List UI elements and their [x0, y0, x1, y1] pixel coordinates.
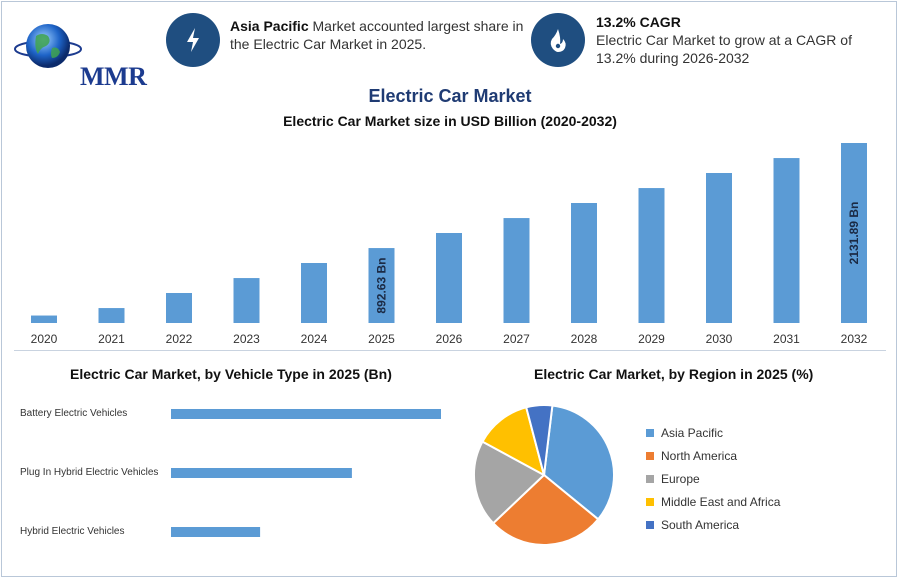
vehicle-type-chart-title: Electric Car Market, by Vehicle Type in … — [70, 366, 392, 382]
info-card-1-text: Asia Pacific Market accounted largest sh… — [230, 17, 530, 53]
vehicle-type-label: Battery Electric Vehicles — [20, 408, 128, 419]
bar-2021 — [98, 308, 125, 323]
logo-text: MMR — [80, 62, 147, 91]
vehicle-type-bar — [171, 468, 352, 478]
x-tick-label: 2032 — [841, 332, 868, 346]
x-tick-label: 2020 — [31, 332, 58, 346]
x-tick-label: 2031 — [773, 332, 800, 346]
flame-icon — [550, 29, 566, 52]
bar-2024 — [301, 263, 327, 323]
info-card-1-bold: Asia Pacific — [230, 18, 309, 34]
legend-label: South America — [661, 517, 740, 532]
data-label: 2131.89 Bn — [847, 202, 861, 265]
legend-label: North America — [661, 448, 738, 463]
region-pie-chart — [473, 404, 615, 546]
legend-label: Europe — [661, 471, 700, 486]
x-tick-label: 2028 — [571, 332, 598, 346]
bar-2029 — [638, 188, 665, 323]
bar-2028 — [571, 203, 597, 323]
bar-2027 — [503, 218, 530, 323]
info-card-2-bold: 13.2% CAGR — [596, 14, 681, 30]
legend-item: Middle East and Africa — [646, 490, 780, 513]
bar-2022 — [166, 293, 192, 323]
page-title: Electric Car Market — [368, 86, 532, 106]
data-label: 892.63 Bn — [375, 258, 389, 314]
x-tick-label: 2025 — [368, 332, 395, 346]
legend-item: South America — [646, 513, 780, 536]
x-tick-label: 2030 — [706, 332, 733, 346]
x-tick-label: 2026 — [436, 332, 463, 346]
vehicle-type-label: Hybrid Electric Vehicles — [20, 526, 125, 537]
legend-swatch — [646, 474, 654, 483]
vehicle-type-bar — [171, 409, 441, 419]
legend-item: Europe — [646, 467, 780, 490]
pie-slice — [473, 440, 546, 525]
legend-label: Middle East and Africa — [661, 494, 781, 509]
legend-item: North America — [646, 444, 780, 467]
region-legend: Asia Pacific North America Europe Middle Ea… — [646, 421, 780, 536]
lightning-icon — [187, 28, 199, 52]
legend-swatch — [646, 428, 654, 437]
vehicle-type-bar-chart — [171, 409, 441, 537]
info-card-2-circle — [531, 13, 585, 67]
x-tick-label: 2022 — [166, 332, 193, 346]
x-tick-label: 2021 — [98, 332, 125, 346]
bar-2032 — [841, 143, 867, 323]
x-tick-label: 2029 — [638, 332, 665, 346]
main-chart-title: Electric Car Market size in USD Billion … — [283, 113, 617, 129]
bar-2031 — [773, 158, 800, 323]
bar-2025 — [368, 248, 395, 323]
globe-icon — [14, 24, 82, 68]
pie-slice — [481, 406, 546, 477]
pie-slice — [524, 404, 554, 476]
legend-swatch — [646, 497, 654, 506]
info-card-2-text: 13.2% CAGR Electric Car Market to grow a… — [596, 13, 866, 67]
bar-2030 — [706, 173, 732, 323]
pie-slice — [491, 473, 600, 546]
legend-swatch — [646, 520, 654, 529]
x-tick-label: 2024 — [301, 332, 328, 346]
legend-swatch — [646, 451, 654, 460]
section-divider — [14, 350, 886, 351]
info-card-1-circle — [166, 13, 220, 67]
info-card-1-body: Market accounted largest share in the El… — [230, 18, 524, 52]
vehicle-type-label: Plug In Hybrid Electric Vehicles — [20, 467, 159, 478]
bar-2026 — [436, 233, 462, 323]
x-tick-label: 2023 — [233, 332, 260, 346]
legend-label: Asia Pacific — [661, 425, 724, 440]
legend-item: Asia Pacific — [646, 421, 780, 444]
bar-2020 — [31, 315, 57, 323]
bar-2023 — [233, 278, 260, 323]
info-card-2-body: Electric Car Market to grow at a CAGR of… — [596, 32, 852, 66]
mmr-logo: MMR — [14, 18, 147, 91]
main-bar-chart: 2020 2021 2022 2023 2024 2025 2026 2027 2028 2029… — [31, 143, 868, 346]
region-chart-title: Electric Car Market, by Region in 2025 (… — [534, 366, 814, 382]
vehicle-type-bar — [171, 527, 261, 537]
pie-slice — [542, 404, 615, 521]
x-tick-label: 2027 — [503, 332, 530, 346]
